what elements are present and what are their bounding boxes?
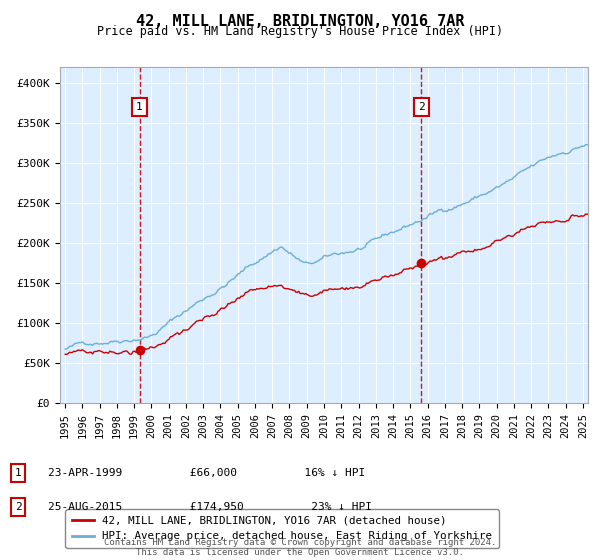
Text: 2: 2 bbox=[14, 502, 22, 512]
Text: 1: 1 bbox=[14, 468, 22, 478]
Text: Price paid vs. HM Land Registry's House Price Index (HPI): Price paid vs. HM Land Registry's House … bbox=[97, 25, 503, 38]
Legend: 42, MILL LANE, BRIDLINGTON, YO16 7AR (detached house), HPI: Average price, detac: 42, MILL LANE, BRIDLINGTON, YO16 7AR (de… bbox=[65, 510, 499, 548]
Text: 23-APR-1999          £66,000          16% ↓ HPI: 23-APR-1999 £66,000 16% ↓ HPI bbox=[48, 468, 365, 478]
Text: 25-AUG-2015          £174,950          23% ↓ HPI: 25-AUG-2015 £174,950 23% ↓ HPI bbox=[48, 502, 372, 512]
Text: 42, MILL LANE, BRIDLINGTON, YO16 7AR: 42, MILL LANE, BRIDLINGTON, YO16 7AR bbox=[136, 14, 464, 29]
Text: 1: 1 bbox=[136, 102, 143, 112]
Text: Contains HM Land Registry data © Crown copyright and database right 2024.
This d: Contains HM Land Registry data © Crown c… bbox=[104, 538, 496, 557]
Text: 2: 2 bbox=[418, 102, 425, 112]
